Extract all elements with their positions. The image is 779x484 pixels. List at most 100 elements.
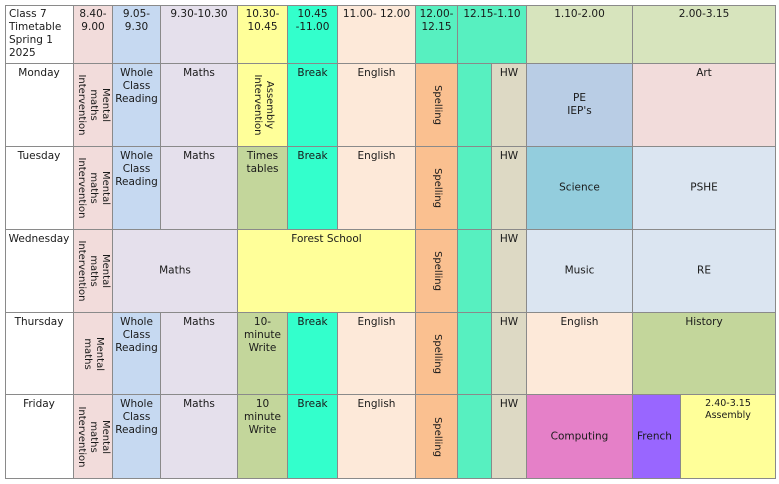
tuesday-spelling: Spelling	[416, 147, 458, 230]
tuesday-break-label: Break	[297, 150, 328, 162]
header-slot-9: 1.10-2.00	[527, 5, 633, 64]
monday-lunch	[458, 64, 492, 147]
friday-english-label: English	[357, 398, 396, 410]
header-slot-6: 11.00- 12.00	[338, 5, 416, 64]
thursday-mental-maths: Mental maths	[74, 313, 113, 395]
tuesday-mental-maths: Mental maths Intervention	[74, 147, 113, 230]
day-wednesday-label: Wednesday	[8, 233, 70, 245]
tuesday-hw: HW	[492, 147, 527, 230]
header-slot-4: 10.30- 10.45	[238, 5, 288, 64]
wednesday-maths-label: Maths	[159, 264, 191, 277]
tuesday-english-label: English	[357, 150, 396, 162]
tuesday-break: Break	[288, 147, 338, 230]
thursday-reading: Whole Class Reading	[113, 313, 161, 395]
thursday-hw-label: HW	[499, 316, 519, 328]
tuesday-science-label: Science	[559, 181, 600, 194]
day-thursday-label: Thursday	[14, 316, 64, 328]
friday-french-label: French	[637, 429, 672, 442]
thursday-lunch	[458, 313, 492, 395]
day-tuesday-label: Tuesday	[17, 150, 61, 162]
monday-hw: HW	[492, 64, 527, 147]
header-slot-5-label: 10.45 -11.00	[295, 8, 330, 34]
thursday-write-label: 10- minute Write	[243, 316, 282, 355]
thursday-english-pm: English	[527, 313, 633, 395]
friday-assembly: 2.40-3.15 Assembly	[681, 395, 776, 479]
wednesday-forest-school-label: Forest School	[291, 233, 362, 245]
friday-maths-label: Maths	[183, 398, 215, 410]
thursday-spelling-label: Spelling	[431, 333, 443, 374]
tuesday-mental-maths-label: Mental maths Intervention	[76, 157, 111, 219]
header-slot-10-label: 2.00-3.15	[678, 8, 730, 20]
wednesday-music-label: Music	[564, 264, 595, 277]
monday-reading: Whole Class Reading	[113, 64, 161, 147]
day-wednesday: Wednesday	[5, 230, 74, 313]
monday-mental-maths-label: Mental maths Intervention	[76, 74, 111, 136]
thursday-mental-maths-label: Mental maths	[82, 336, 105, 371]
wednesday-forest-school: Forest School	[238, 230, 416, 313]
wednesday-lunch	[458, 230, 492, 313]
tuesday-science: Science	[527, 147, 633, 230]
thursday-english-pm-label: English	[560, 316, 599, 328]
header-slot-5: 10.45 -11.00	[288, 5, 338, 64]
tuesday-times-tables: Times tables	[238, 147, 288, 230]
header-slot-7-label: 12.00- 12.15	[419, 8, 454, 34]
tuesday-hw-label: HW	[499, 150, 519, 162]
thursday-hw: HW	[492, 313, 527, 395]
wednesday-spelling: Spelling	[416, 230, 458, 313]
monday-spelling-label: Spelling	[431, 85, 443, 125]
friday-spelling: Spelling	[416, 395, 458, 479]
monday-hw-label: HW	[499, 67, 519, 79]
tuesday-lunch	[458, 147, 492, 230]
tuesday-english: English	[338, 147, 416, 230]
friday-lunch	[458, 395, 492, 479]
monday-mental-maths: Mental maths Intervention	[74, 64, 113, 147]
thursday-history: History	[633, 313, 776, 395]
header-slot-1-label: 8.40- 9.00	[79, 8, 107, 34]
friday-write-label: 10 minute Write	[243, 398, 282, 437]
header-slot-10: 2.00-3.15	[633, 5, 776, 64]
header-slot-7: 12.00- 12.15	[416, 5, 458, 64]
header-slot-2: 9.05- 9.30	[113, 5, 161, 64]
thursday-write: 10- minute Write	[238, 313, 288, 395]
wednesday-music: Music	[527, 230, 633, 313]
day-monday: Monday	[5, 64, 74, 147]
monday-art-label: Art	[696, 67, 712, 79]
header-slot-9-label: 1.10-2.00	[554, 8, 605, 20]
day-friday-label: Friday	[23, 398, 55, 410]
timetable-grid: Class 7 Timetable Spring 1 2025 8.40- 9.0…	[5, 5, 776, 479]
friday-french: French	[633, 395, 681, 479]
wednesday-hw: HW	[492, 230, 527, 313]
monday-break-label: Break	[297, 67, 328, 79]
day-thursday: Thursday	[5, 313, 74, 395]
friday-hw: HW	[492, 395, 527, 479]
monday-english-label: English	[357, 67, 396, 79]
tuesday-reading-label: Whole Class Reading	[115, 150, 158, 189]
friday-reading: Whole Class Reading	[113, 395, 161, 479]
header-slot-8: 12.15-1.10	[458, 5, 527, 64]
friday-mental-maths: Mental maths Intervention	[74, 395, 113, 479]
wednesday-re-label: RE	[697, 264, 711, 277]
wednesday-hw-label: HW	[499, 233, 519, 245]
thursday-break: Break	[288, 313, 338, 395]
friday-maths: Maths	[161, 395, 238, 479]
header-slot-8-label: 12.15-1.10	[463, 8, 521, 20]
wednesday-mental-maths-label: Mental maths Intervention	[76, 240, 111, 302]
thursday-reading-label: Whole Class Reading	[115, 316, 158, 355]
friday-reading-label: Whole Class Reading	[115, 398, 158, 437]
header-title-label: Class 7 Timetable Spring 1 2025	[9, 8, 62, 60]
monday-spelling: Spelling	[416, 64, 458, 147]
friday-spelling-label: Spelling	[431, 416, 443, 457]
header-slot-3: 9.30-10.30	[161, 5, 238, 64]
monday-english: English	[338, 64, 416, 147]
friday-write: 10 minute Write	[238, 395, 288, 479]
header-slot-6-label: 11.00- 12.00	[342, 8, 411, 20]
friday-hw-label: HW	[499, 398, 519, 410]
tuesday-times-tables-label: Times tables	[246, 150, 279, 176]
friday-english: English	[338, 395, 416, 479]
thursday-spelling: Spelling	[416, 313, 458, 395]
tuesday-pshe-label: PSHE	[690, 181, 718, 194]
thursday-history-label: History	[685, 316, 723, 328]
wednesday-spelling-label: Spelling	[431, 251, 443, 291]
tuesday-maths-label: Maths	[183, 150, 215, 162]
monday-assembly: Assembly Intervention	[238, 64, 288, 147]
